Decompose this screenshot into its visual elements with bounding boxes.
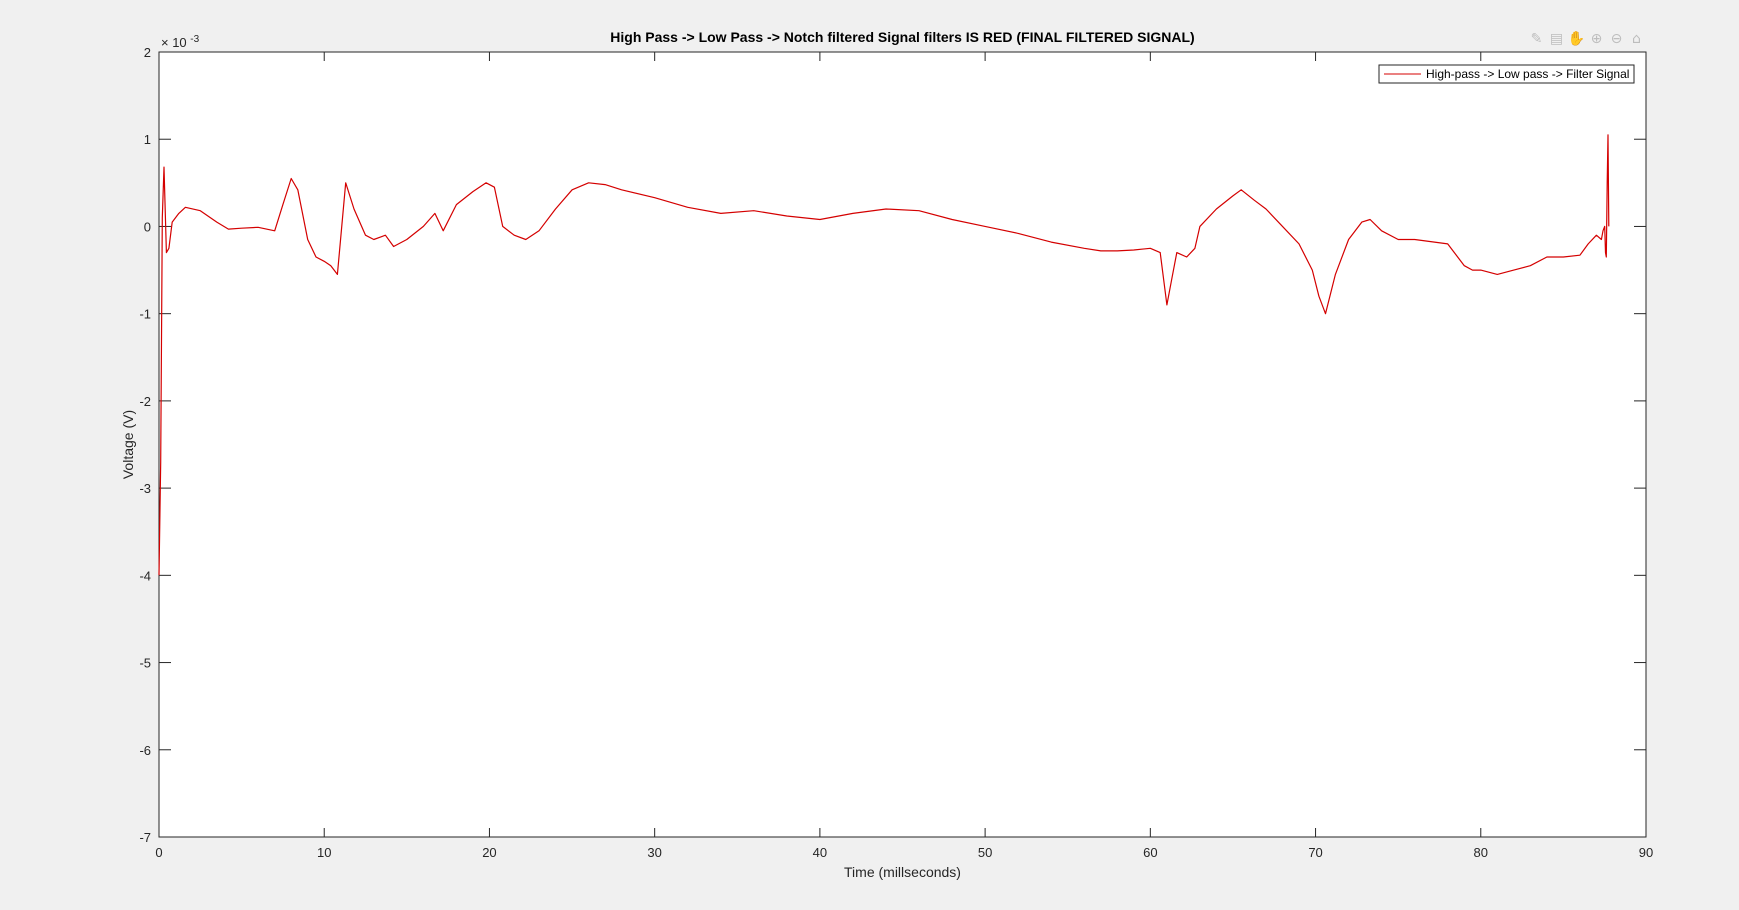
x-tick-label: 90 <box>1639 845 1653 860</box>
plot-area[interactable] <box>158 51 1647 838</box>
x-tick-label: 80 <box>1474 845 1488 860</box>
x-tick-label: 40 <box>813 845 827 860</box>
legend-box <box>1378 64 1635 84</box>
y-tick-label: -1 <box>139 307 151 322</box>
home-icon[interactable]: ⌂ <box>1632 30 1641 47</box>
y-tick-label: 0 <box>144 219 151 234</box>
x-tick-label: 10 <box>317 845 331 860</box>
data-tips-icon[interactable]: ▤ <box>1549 30 1564 47</box>
y-tick-label: -7 <box>139 830 151 845</box>
y-exponent-power: -3 <box>190 34 199 45</box>
y-exponent-base: × 10 <box>161 35 187 50</box>
y-tick-label: 1 <box>144 132 151 147</box>
y-tick-label: -2 <box>139 394 151 409</box>
y-tick-label: -4 <box>139 568 151 583</box>
series-line <box>158 134 1610 576</box>
x-tick-label: 0 <box>155 845 162 860</box>
x-tick-label: 50 <box>978 845 992 860</box>
chart-title: High Pass -> Low Pass -> Notch filtered … <box>610 29 1194 45</box>
zoom-in-icon[interactable]: ⊕ <box>1590 30 1603 47</box>
pan-icon[interactable]: ✋ <box>1567 30 1586 47</box>
legend-entry: High-pass -> Low pass -> Filter Signal <box>1426 67 1629 81</box>
x-tick-label: 70 <box>1308 845 1322 860</box>
y-tick-label: -3 <box>139 481 151 496</box>
y-axis-label: Voltage (V) <box>120 410 136 479</box>
y-tick-label: -5 <box>139 656 151 671</box>
x-tick-label: 20 <box>482 845 496 860</box>
zoom-out-icon[interactable]: ⊖ <box>1610 30 1623 47</box>
x-tick-label: 60 <box>1143 845 1157 860</box>
x-tick-label: 30 <box>647 845 661 860</box>
y-tick-label: 2 <box>144 45 151 60</box>
y-axis-exponent: × 10 -3 <box>161 34 200 50</box>
brush-icon[interactable]: ✎ <box>1530 30 1543 47</box>
x-axis-label: Time (millseconds) <box>844 864 961 880</box>
series-layer <box>158 134 1610 576</box>
axes-toolbar: ✎ ▤ ✋ ⊕ ⊖ ⌂ <box>1528 30 1645 47</box>
y-tick-label: -6 <box>139 743 151 758</box>
legend[interactable]: High-pass -> Low pass -> Filter Signal <box>1378 64 1635 84</box>
